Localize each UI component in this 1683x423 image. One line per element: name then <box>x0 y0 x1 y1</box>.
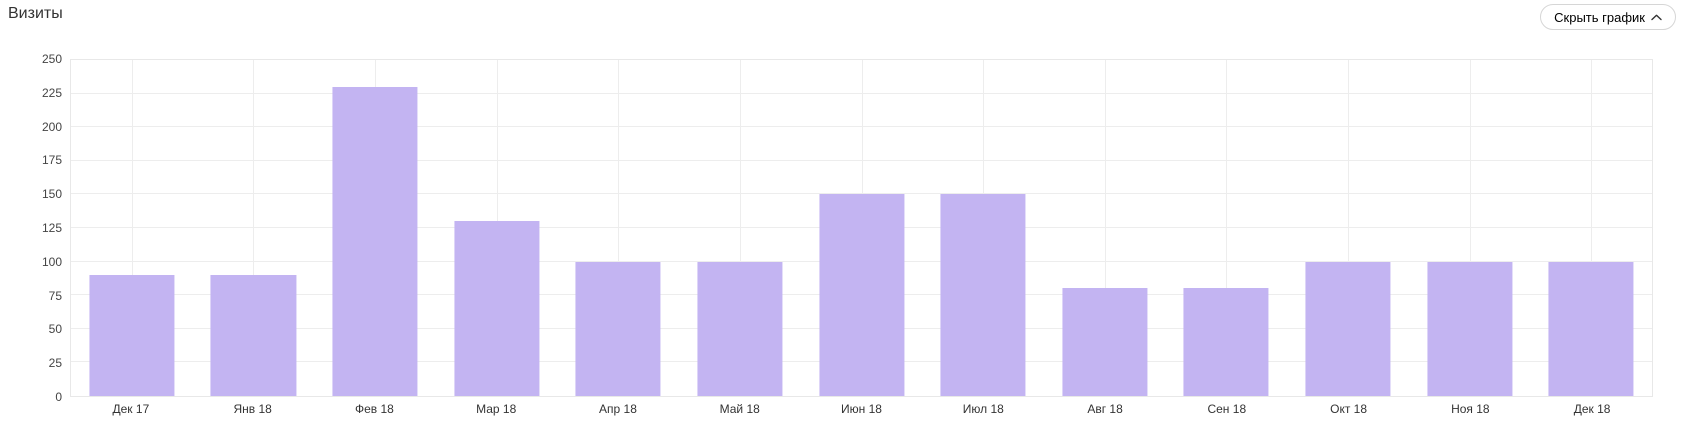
y-axis-tick-label: 0 <box>55 390 62 404</box>
y-axis-tick-label: 250 <box>41 52 62 66</box>
bar-авг-18 <box>1062 288 1148 396</box>
v-gridline <box>253 60 255 396</box>
v-gridline <box>1104 60 1106 396</box>
x-axis-tick-label: Дек 18 <box>1573 402 1611 416</box>
bar-дек-18 <box>1548 261 1634 396</box>
x-axis-tick-label: Апр 18 <box>599 402 637 416</box>
bar-ноя-18 <box>1427 261 1513 396</box>
x-axis-tick-label: Янв 18 <box>233 402 272 416</box>
v-gridline <box>1591 60 1593 396</box>
v-gridline <box>131 60 133 396</box>
x-axis-tick-label: Сен 18 <box>1207 402 1247 416</box>
y-axis-tick-label: 50 <box>48 322 62 337</box>
bar-май-18 <box>697 261 783 396</box>
page-title: Визиты <box>8 5 63 22</box>
y-axis-tick-label: 200 <box>41 119 62 134</box>
v-gridline <box>1469 60 1471 396</box>
chevron-up-icon <box>1651 14 1662 21</box>
bar-дек-17 <box>89 275 175 396</box>
y-axis-tick-label: 150 <box>41 187 62 202</box>
x-axis-tick-label: Ноя 18 <box>1451 402 1490 416</box>
bar-мар-18 <box>454 221 540 396</box>
x-axis-tick-label: Авг 18 <box>1087 402 1123 416</box>
x-axis-tick-label: Май 18 <box>719 402 760 416</box>
v-gridline <box>1226 60 1228 396</box>
x-axis-tick-label: Окт 18 <box>1330 402 1368 416</box>
bar-июн-18 <box>818 194 905 396</box>
x-axis: Дек 17 Янв 18 Фев 18 Мар 18 Апр 18 Май 18 Июн … <box>70 402 1653 418</box>
hide-chart-button-label: Скрыть график <box>1554 9 1645 25</box>
y-axis-tick-label: 175 <box>41 153 62 168</box>
x-axis-tick-label: Июн 18 <box>841 402 882 416</box>
v-gridline <box>618 60 620 396</box>
y-axis-tick-label: 75 <box>48 288 62 303</box>
x-axis-tick-label: Мар 18 <box>476 402 517 416</box>
x-axis-tick-label: Июл 18 <box>962 402 1004 416</box>
bar-июл-18 <box>940 194 1026 396</box>
x-axis-tick-label: Фев 18 <box>354 402 394 416</box>
y-axis-tick-label: 225 <box>41 85 62 100</box>
v-gridline <box>739 60 741 396</box>
bar-фев-18 <box>332 86 418 396</box>
y-axis-tick-label: 25 <box>48 356 62 371</box>
bar-сен-18 <box>1183 288 1269 396</box>
bar-янв-18 <box>210 275 296 396</box>
v-gridline <box>1347 60 1349 396</box>
chart-plot-area <box>70 59 1653 397</box>
y-axis: 0 25 50 75 100 125 150 175 200 225 250 <box>0 52 62 404</box>
y-axis-tick-label: 100 <box>41 254 62 269</box>
bar-окт-18 <box>1305 261 1391 396</box>
hide-chart-button[interactable]: Скрыть график <box>1540 4 1676 30</box>
y-axis-tick-label: 125 <box>41 221 62 235</box>
bar-апр-18 <box>575 261 661 396</box>
x-axis-tick-label: Дек 17 <box>112 402 150 416</box>
